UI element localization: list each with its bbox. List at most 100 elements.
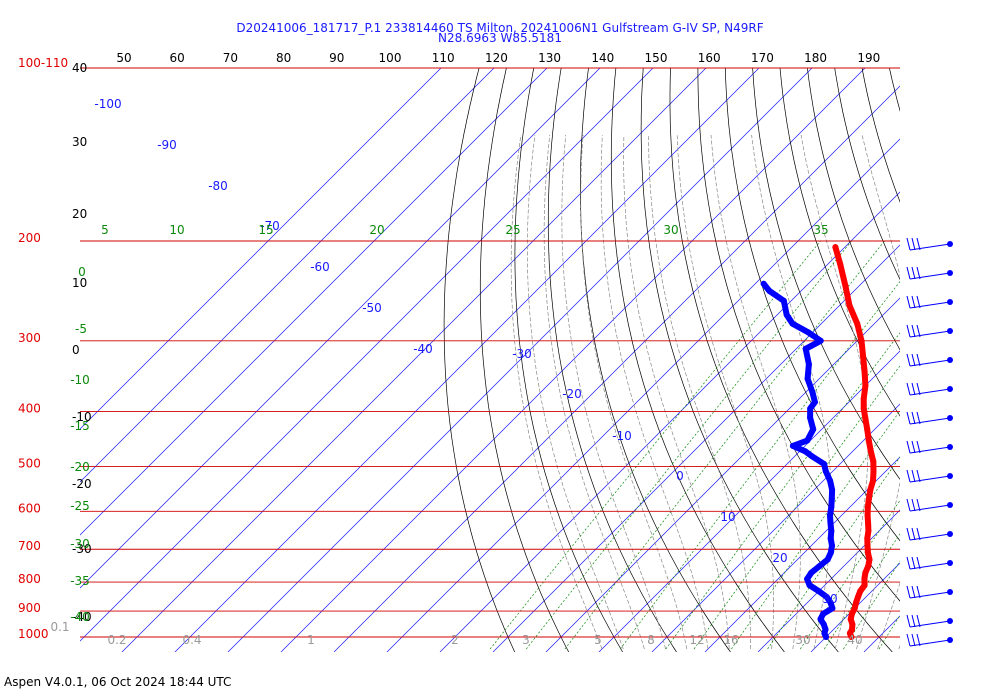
bottom-mixing-label: 0.2: [107, 633, 126, 647]
temperature-point: [857, 588, 864, 595]
wind-barbs: [906, 237, 953, 647]
moist-adiabat-line: [527, 134, 624, 650]
wind-barb-feather: [911, 353, 916, 367]
isotherm-label: -30: [512, 347, 532, 361]
dewpoint-point: [822, 626, 829, 633]
wind-barb-feather: [906, 440, 911, 454]
isotherm-line: [492, 244, 900, 652]
isotherm-line: [598, 350, 900, 652]
temperature-point: [842, 282, 849, 289]
moist-adiabat-line: [623, 134, 730, 650]
isotherm-line: [333, 85, 900, 652]
wind-barb-shaft: [909, 533, 951, 541]
wind-barb-feather: [911, 498, 916, 512]
pressure-label: 600: [18, 501, 41, 515]
dewpoint-point: [824, 556, 831, 563]
top-mixing-label: 15: [258, 223, 273, 237]
top-mixing-label: 5: [101, 223, 109, 237]
top-temperature-label: 90: [329, 51, 344, 65]
mixing-ratio-line: [620, 280, 900, 650]
wind-barb-feather: [911, 324, 916, 338]
wind-barb-feather: [916, 498, 921, 512]
left-temperature-label: -20: [72, 477, 92, 491]
dewpoint-point: [789, 320, 796, 327]
dewpoint-point: [789, 442, 796, 449]
temperature-point: [860, 353, 867, 360]
top-temperature-label: 160: [698, 51, 721, 65]
temperature-point: [865, 563, 872, 570]
dewpoint-point: [817, 337, 824, 344]
temperature-point: [848, 610, 855, 617]
wind-barb-feather: [911, 614, 916, 628]
temperature-point: [860, 405, 867, 412]
wind-barb-shaft: [909, 272, 951, 280]
bottom-mixing-label: 2: [451, 633, 459, 647]
wind-barb-shaft: [909, 417, 951, 425]
dewpoint-point: [802, 345, 809, 352]
temperature-point: [846, 302, 853, 309]
temperature-point: [867, 486, 874, 493]
dewpoint-point: [766, 287, 773, 294]
moist-adiabat-line: [676, 134, 774, 650]
isotherm-line: [757, 509, 900, 652]
wind-barb: [906, 556, 951, 570]
isotherm-line: [970, 68, 1000, 652]
wind-barb-feather: [911, 440, 916, 454]
wind-barb-feather: [906, 633, 911, 647]
isotherm-line: [280, 68, 866, 652]
dewpoint-point: [804, 576, 811, 582]
wind-barb-feather: [911, 556, 916, 570]
wind-barb: [906, 585, 951, 599]
isotherm-line: [121, 68, 707, 652]
dry-adiabat-line: [779, 68, 900, 417]
sounding-profiles: [760, 244, 877, 640]
pressure-label: 300: [18, 331, 41, 345]
left-temperature-label: 40: [72, 61, 87, 75]
wind-barb-feather: [906, 382, 911, 396]
temperature-point: [865, 520, 872, 527]
dewpoint-point: [827, 535, 834, 542]
isotherm-line: [386, 138, 900, 652]
dewpoint-point: [805, 329, 812, 336]
wind-barb-feather: [916, 440, 921, 454]
dry-adiabat-line: [479, 68, 570, 652]
dry-adiabat-line: [669, 68, 893, 652]
wind-barb-feather: [911, 237, 916, 251]
wind-barb-feather: [906, 353, 911, 367]
isotherm-label: 0: [676, 469, 684, 483]
dewpoint-profile: [760, 280, 836, 640]
wind-barb-shaft: [909, 475, 951, 483]
background-grid: [80, 68, 1000, 652]
top-mixing-label: 35: [813, 223, 828, 237]
left-temperature-label: 10: [72, 276, 87, 290]
wind-barb-shaft: [909, 591, 951, 599]
wind-barb-shaft: [909, 388, 951, 396]
dewpoint-point: [827, 549, 834, 556]
wind-barb-feather: [906, 469, 911, 483]
left-temperature-label: 20: [72, 207, 87, 221]
temperature-point: [870, 477, 876, 484]
temperature-point: [864, 549, 871, 556]
dry-adiabat-line: [834, 68, 900, 281]
wind-barb-feather: [916, 614, 921, 628]
dry-adiabat-line: [514, 68, 623, 652]
isotherm-label: -100: [94, 97, 121, 111]
top-mixing-label: 30: [663, 223, 678, 237]
temperature-point: [865, 528, 872, 534]
left-temperature-label: -40: [72, 610, 92, 624]
chart-title-line1: D20241006_181717_P.1 233814460 TS Milton…: [236, 21, 763, 35]
wind-barb-feather: [906, 266, 911, 280]
temperature-point: [860, 395, 867, 402]
top-temperature-label: 190: [857, 51, 880, 65]
dry-adiabat-line: [580, 68, 731, 652]
wind-barb-shaft: [909, 359, 951, 367]
temperature-point: [862, 382, 869, 389]
wind-barb-feather: [906, 324, 911, 338]
wind-barb-feather: [916, 469, 921, 483]
dry-adiabat-line: [889, 68, 900, 112]
mixing-ratio-line: [693, 365, 900, 650]
isotherm-label: -80: [208, 179, 228, 193]
isotherm-label: -40: [413, 342, 433, 356]
temperature-point: [851, 605, 858, 612]
